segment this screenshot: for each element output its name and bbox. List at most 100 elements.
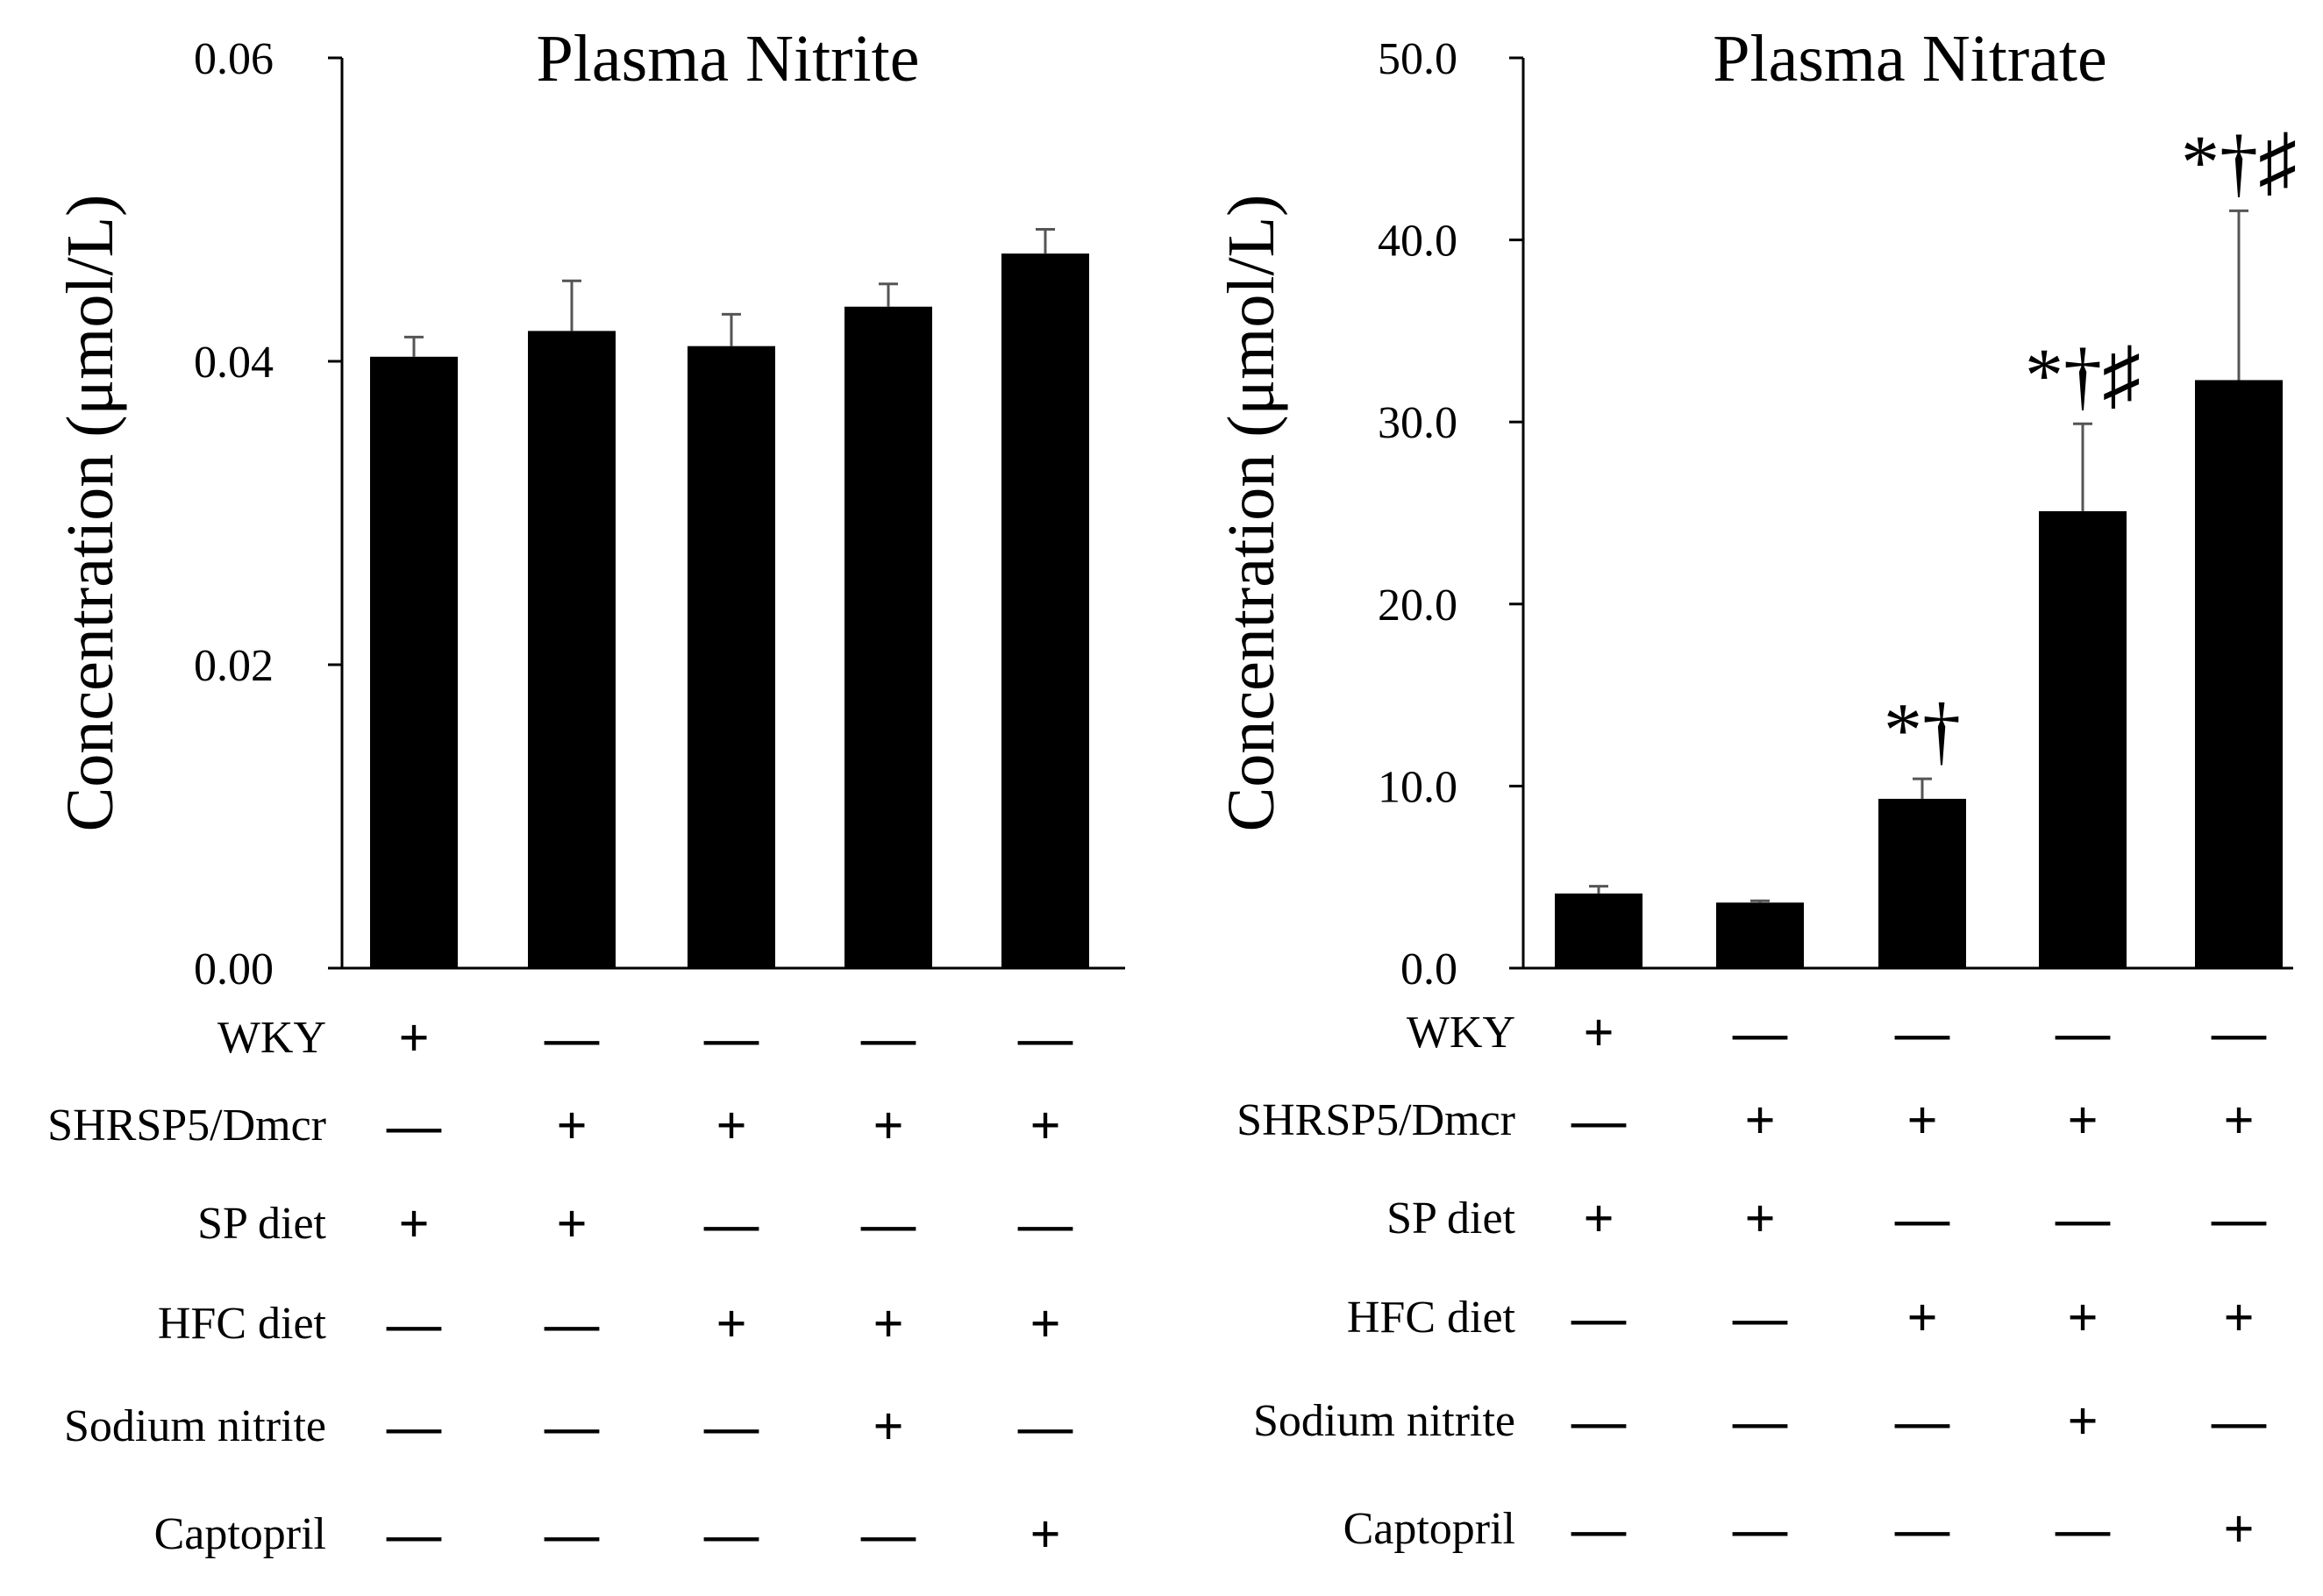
group-row-label: Captopril <box>154 1509 326 1559</box>
group-indicator: — <box>860 1194 916 1254</box>
bar <box>688 346 775 968</box>
nitrate-panel: Plasma Nitrate Concentration (μmol/L) 0.0 1… <box>1215 22 2297 1559</box>
group-indicator: — <box>1894 1003 1950 1063</box>
group-indicator: — <box>386 1397 442 1457</box>
group-indicator: + <box>2223 1091 2254 1151</box>
group-row-label: Sodium nitrite <box>1253 1396 1515 1446</box>
y-axis-label: Concentration (μmol/L) <box>1215 195 1288 832</box>
group-indicator: + <box>716 1294 746 1354</box>
y-tick-label: 0.00 <box>194 944 274 994</box>
group-indicator: — <box>386 1294 442 1354</box>
group-row-label: HFC diet <box>158 1299 327 1349</box>
bar <box>2195 380 2283 968</box>
y-tick-label: 0.02 <box>194 641 274 691</box>
group-indicator: + <box>1030 1096 1060 1156</box>
group-indicator: + <box>873 1397 903 1457</box>
group-indicator: + <box>1030 1294 1060 1354</box>
group-indicator: — <box>1732 1288 1788 1348</box>
significance-annotation: *† <box>1884 688 1961 773</box>
y-tick-label: 0.04 <box>194 338 274 388</box>
chart-title: Plasma Nitrate <box>1713 22 2107 96</box>
group-indicator: — <box>1571 1500 1627 1559</box>
group-indicator: + <box>2223 1288 2254 1348</box>
group-row-label: HFC diet <box>1347 1293 1516 1343</box>
group-indicator: + <box>2067 1091 2098 1151</box>
group-indicator: + <box>1906 1091 1937 1151</box>
y-axis-label: Concentration (μmol/L) <box>53 195 127 832</box>
y-tick-label: 0.0 <box>1400 944 1457 994</box>
group-indicator: — <box>860 1008 916 1068</box>
group-indicator: — <box>2055 1003 2111 1063</box>
group-indicator: + <box>1583 1189 1614 1249</box>
group-indicator: — <box>2211 1003 2267 1063</box>
significance-annotation: *†♯ <box>2181 120 2297 205</box>
y-tick-label: 10.0 <box>1378 762 1457 812</box>
group-indicator: — <box>544 1294 600 1354</box>
group-indicator: — <box>1894 1500 1950 1559</box>
y-tick-label: 40.0 <box>1378 217 1457 267</box>
group-indicator: + <box>556 1096 587 1156</box>
bar <box>844 306 932 969</box>
y-tick-label: 50.0 <box>1378 34 1457 84</box>
group-indicator: + <box>873 1096 903 1156</box>
group-row-label: WKY <box>1407 1008 1515 1058</box>
group-indicator: — <box>1571 1392 1627 1451</box>
group-indicator: — <box>386 1096 442 1156</box>
group-row-label: SHRSP5/Dmcr <box>47 1101 326 1151</box>
group-indicator: — <box>2211 1189 2267 1249</box>
y-tick-label: 0.06 <box>194 34 274 84</box>
group-indicator: + <box>1906 1288 1937 1348</box>
bar <box>1878 798 1966 968</box>
significance-annotation: *†♯ <box>2025 333 2141 418</box>
group-row-label: Captopril <box>1343 1504 1515 1554</box>
bar <box>1716 902 1804 968</box>
group-indicator: — <box>386 1505 442 1564</box>
bar <box>2039 510 2127 968</box>
group-indicator: + <box>2067 1392 2098 1451</box>
bar <box>370 356 458 968</box>
group-indicator: — <box>1571 1091 1627 1151</box>
group-indicator: + <box>2223 1500 2254 1559</box>
group-indicator: — <box>703 1505 759 1564</box>
group-row-label: SP diet <box>197 1199 326 1249</box>
bar <box>1555 893 1642 968</box>
group-indicator: + <box>1744 1189 1775 1249</box>
group-indicator: — <box>544 1505 600 1564</box>
group-indicator: + <box>873 1294 903 1354</box>
group-row-label: Sodium nitrite <box>64 1401 326 1451</box>
group-indicator: + <box>716 1096 746 1156</box>
group-indicator: — <box>860 1505 916 1564</box>
group-indicator: — <box>703 1194 759 1254</box>
group-indicator: — <box>703 1008 759 1068</box>
group-indicator: + <box>1744 1091 1775 1151</box>
bar <box>528 331 616 968</box>
group-row-label: WKY <box>217 1013 326 1063</box>
group-indicator: — <box>2055 1189 2111 1249</box>
y-tick-label: 20.0 <box>1378 581 1457 631</box>
group-indicator: + <box>398 1008 429 1068</box>
group-indicator: — <box>2055 1500 2111 1559</box>
group-indicator: + <box>2067 1288 2098 1348</box>
group-indicator: — <box>1894 1189 1950 1249</box>
group-indicator: — <box>2211 1392 2267 1451</box>
group-indicator: — <box>1017 1397 1073 1457</box>
y-tick-label: 30.0 <box>1378 398 1457 448</box>
group-indicator: — <box>1732 1003 1788 1063</box>
group-indicator: — <box>703 1397 759 1457</box>
chart-title: Plasma Nitrite <box>537 22 920 96</box>
group-indicator: + <box>1030 1505 1060 1564</box>
group-indicator: — <box>1017 1194 1073 1254</box>
group-indicator: — <box>544 1008 600 1068</box>
group-indicator: — <box>1732 1392 1788 1451</box>
group-indicator: — <box>1732 1500 1788 1559</box>
group-indicator: — <box>1017 1008 1073 1068</box>
group-indicator: + <box>556 1194 587 1254</box>
group-indicator: — <box>544 1397 600 1457</box>
bar <box>1001 253 1089 968</box>
group-row-label: SP diet <box>1386 1193 1515 1243</box>
nitrite-panel: Plasma Nitrite Concentration (μmol/L) 0.00… <box>47 22 1125 1564</box>
group-indicator: — <box>1571 1288 1627 1348</box>
group-indicator: — <box>1894 1392 1950 1451</box>
group-row-label: SHRSP5/Dmcr <box>1236 1095 1515 1145</box>
group-indicator: + <box>1583 1003 1614 1063</box>
